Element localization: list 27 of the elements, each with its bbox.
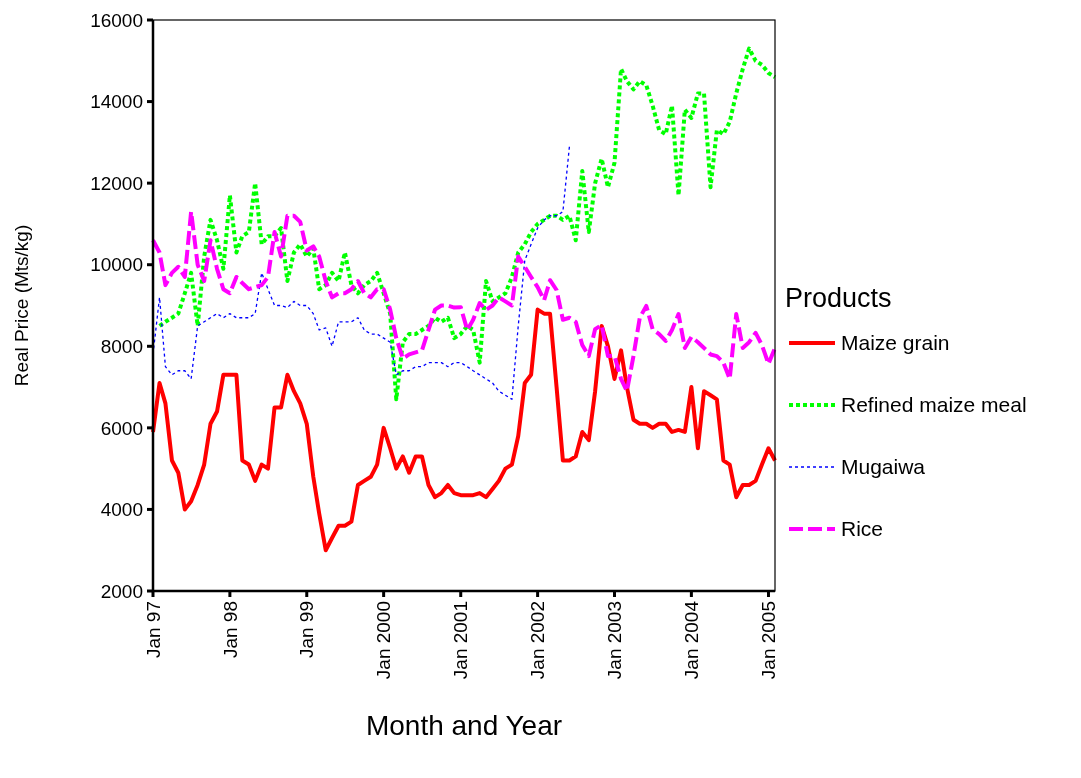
x-tick-label: Jan 99 <box>296 601 318 659</box>
x-tick-label: Jan 2000 <box>373 601 395 680</box>
legend-label: Rice <box>841 517 884 541</box>
line-series <box>157 46 777 402</box>
y-tick-label: 14000 <box>90 91 143 113</box>
legend-label: Mugaiwa <box>841 455 926 479</box>
legend-label: Refined maize meal <box>841 393 1027 417</box>
y-tick-label: 16000 <box>90 9 143 31</box>
y-tick-label: 2000 <box>100 580 143 602</box>
x-tick-label: Jan 98 <box>219 601 241 659</box>
line-series <box>151 307 777 553</box>
x-axis-title: Month and Year <box>365 710 563 741</box>
y-tick-label: 10000 <box>90 254 143 276</box>
x-tick-label: Jan 2001 <box>450 601 472 680</box>
y-tick-label: 12000 <box>90 172 143 194</box>
y-tick-label: 6000 <box>100 417 143 439</box>
x-tick-label: Jan 2005 <box>758 601 780 680</box>
legend-label: Maize grain <box>841 331 950 355</box>
y-axis-title: Real Price (Mts/kg) <box>11 224 32 387</box>
y-tick-label: 8000 <box>100 335 143 357</box>
legend-title: Products <box>785 283 892 314</box>
x-tick-label: Jan 2003 <box>604 601 626 680</box>
x-tick-label: Jan 97 <box>142 601 164 659</box>
line-series <box>152 145 571 400</box>
x-tick-label: Jan 2002 <box>527 601 549 680</box>
y-tick-label: 4000 <box>100 499 143 521</box>
x-tick-label: Jan 2004 <box>681 600 703 680</box>
